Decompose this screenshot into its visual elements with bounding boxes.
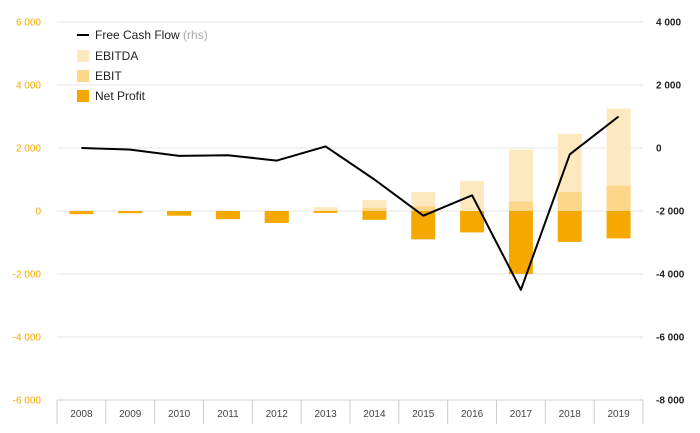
left-tick-label: -6 000 [13, 396, 42, 407]
bar-net-profit [557, 211, 582, 242]
bar-ebit [508, 201, 533, 211]
legend-swatch-ebitda [77, 50, 89, 62]
left-tick-label: -4 000 [13, 333, 42, 344]
bar-net-profit [313, 211, 338, 213]
x-tick-label: 2017 [510, 409, 533, 420]
bar-net-profit [215, 211, 240, 220]
line-free-cash-flow [81, 115, 620, 291]
bar-ebit [362, 207, 387, 211]
bar-ebitda [508, 149, 533, 211]
right-tick-label: -8 000 [656, 396, 685, 407]
bar-net-profit [69, 211, 94, 215]
x-tick-label: 2008 [70, 409, 93, 420]
x-tick-label: 2010 [168, 409, 191, 420]
right-tick-label: 4 000 [656, 18, 681, 29]
fcf-line [81, 115, 620, 291]
x-tick-label: 2012 [266, 409, 289, 420]
axes: 6 000 4 000 2 000 0 -2 000 -4 000 -6 000 4 000 2… [13, 18, 685, 424]
x-tick-label: 2016 [461, 409, 484, 420]
bar-ebit [557, 192, 582, 211]
bar-ebit [411, 206, 436, 211]
right-tick-label: 2 000 [656, 81, 681, 92]
x-tick-label: 2011 [217, 409, 239, 420]
x-tick-label: 2018 [559, 409, 582, 420]
bar-net-profit [118, 211, 143, 214]
legend-label-net-profit: Net Profit [95, 89, 146, 103]
x-tick-label: 2019 [607, 409, 630, 420]
left-tick-label: -2 000 [13, 270, 42, 281]
bar-net-profit [508, 211, 533, 274]
legend-label-ebitda: EBITDA [95, 49, 138, 63]
bar-ebitda [313, 207, 338, 211]
left-tick-label: 2 000 [16, 144, 41, 155]
right-tick-label: 0 [656, 144, 662, 155]
bar-net-profit [606, 211, 631, 239]
left-tick-label: 4 000 [16, 81, 41, 92]
x-tick-label: 2013 [314, 409, 337, 420]
left-tick-label: 6 000 [16, 18, 41, 29]
right-tick-label: -6 000 [656, 333, 685, 344]
legend-swatch-ebit [77, 70, 89, 82]
bar-net-profit [264, 211, 289, 223]
legend-swatch-net-profit [77, 90, 89, 102]
right-tick-label: -4 000 [656, 270, 685, 281]
legend-label-ebit: EBIT [95, 69, 122, 83]
bar-ebitda [362, 199, 387, 211]
legend-rhs-suffix: (rhs) [183, 28, 208, 42]
gridlines [57, 21, 643, 401]
bar-net-profit [167, 211, 192, 216]
bar-net-profit [460, 211, 485, 233]
x-tick-label: 2009 [119, 409, 142, 420]
bars [69, 108, 631, 274]
x-tick-label: 2014 [363, 409, 386, 420]
legend: Free Cash Flow (rhs) EBITDA EBIT Net Profit [77, 28, 208, 103]
legend-label-free-cash-flow: Free Cash Flow (rhs) [95, 28, 208, 42]
bar-ebit [606, 185, 631, 211]
x-tick-label: 2015 [412, 409, 435, 420]
bar-net-profit [362, 211, 387, 220]
right-tick-label: -2 000 [656, 207, 685, 218]
left-tick-label: 0 [35, 207, 41, 218]
